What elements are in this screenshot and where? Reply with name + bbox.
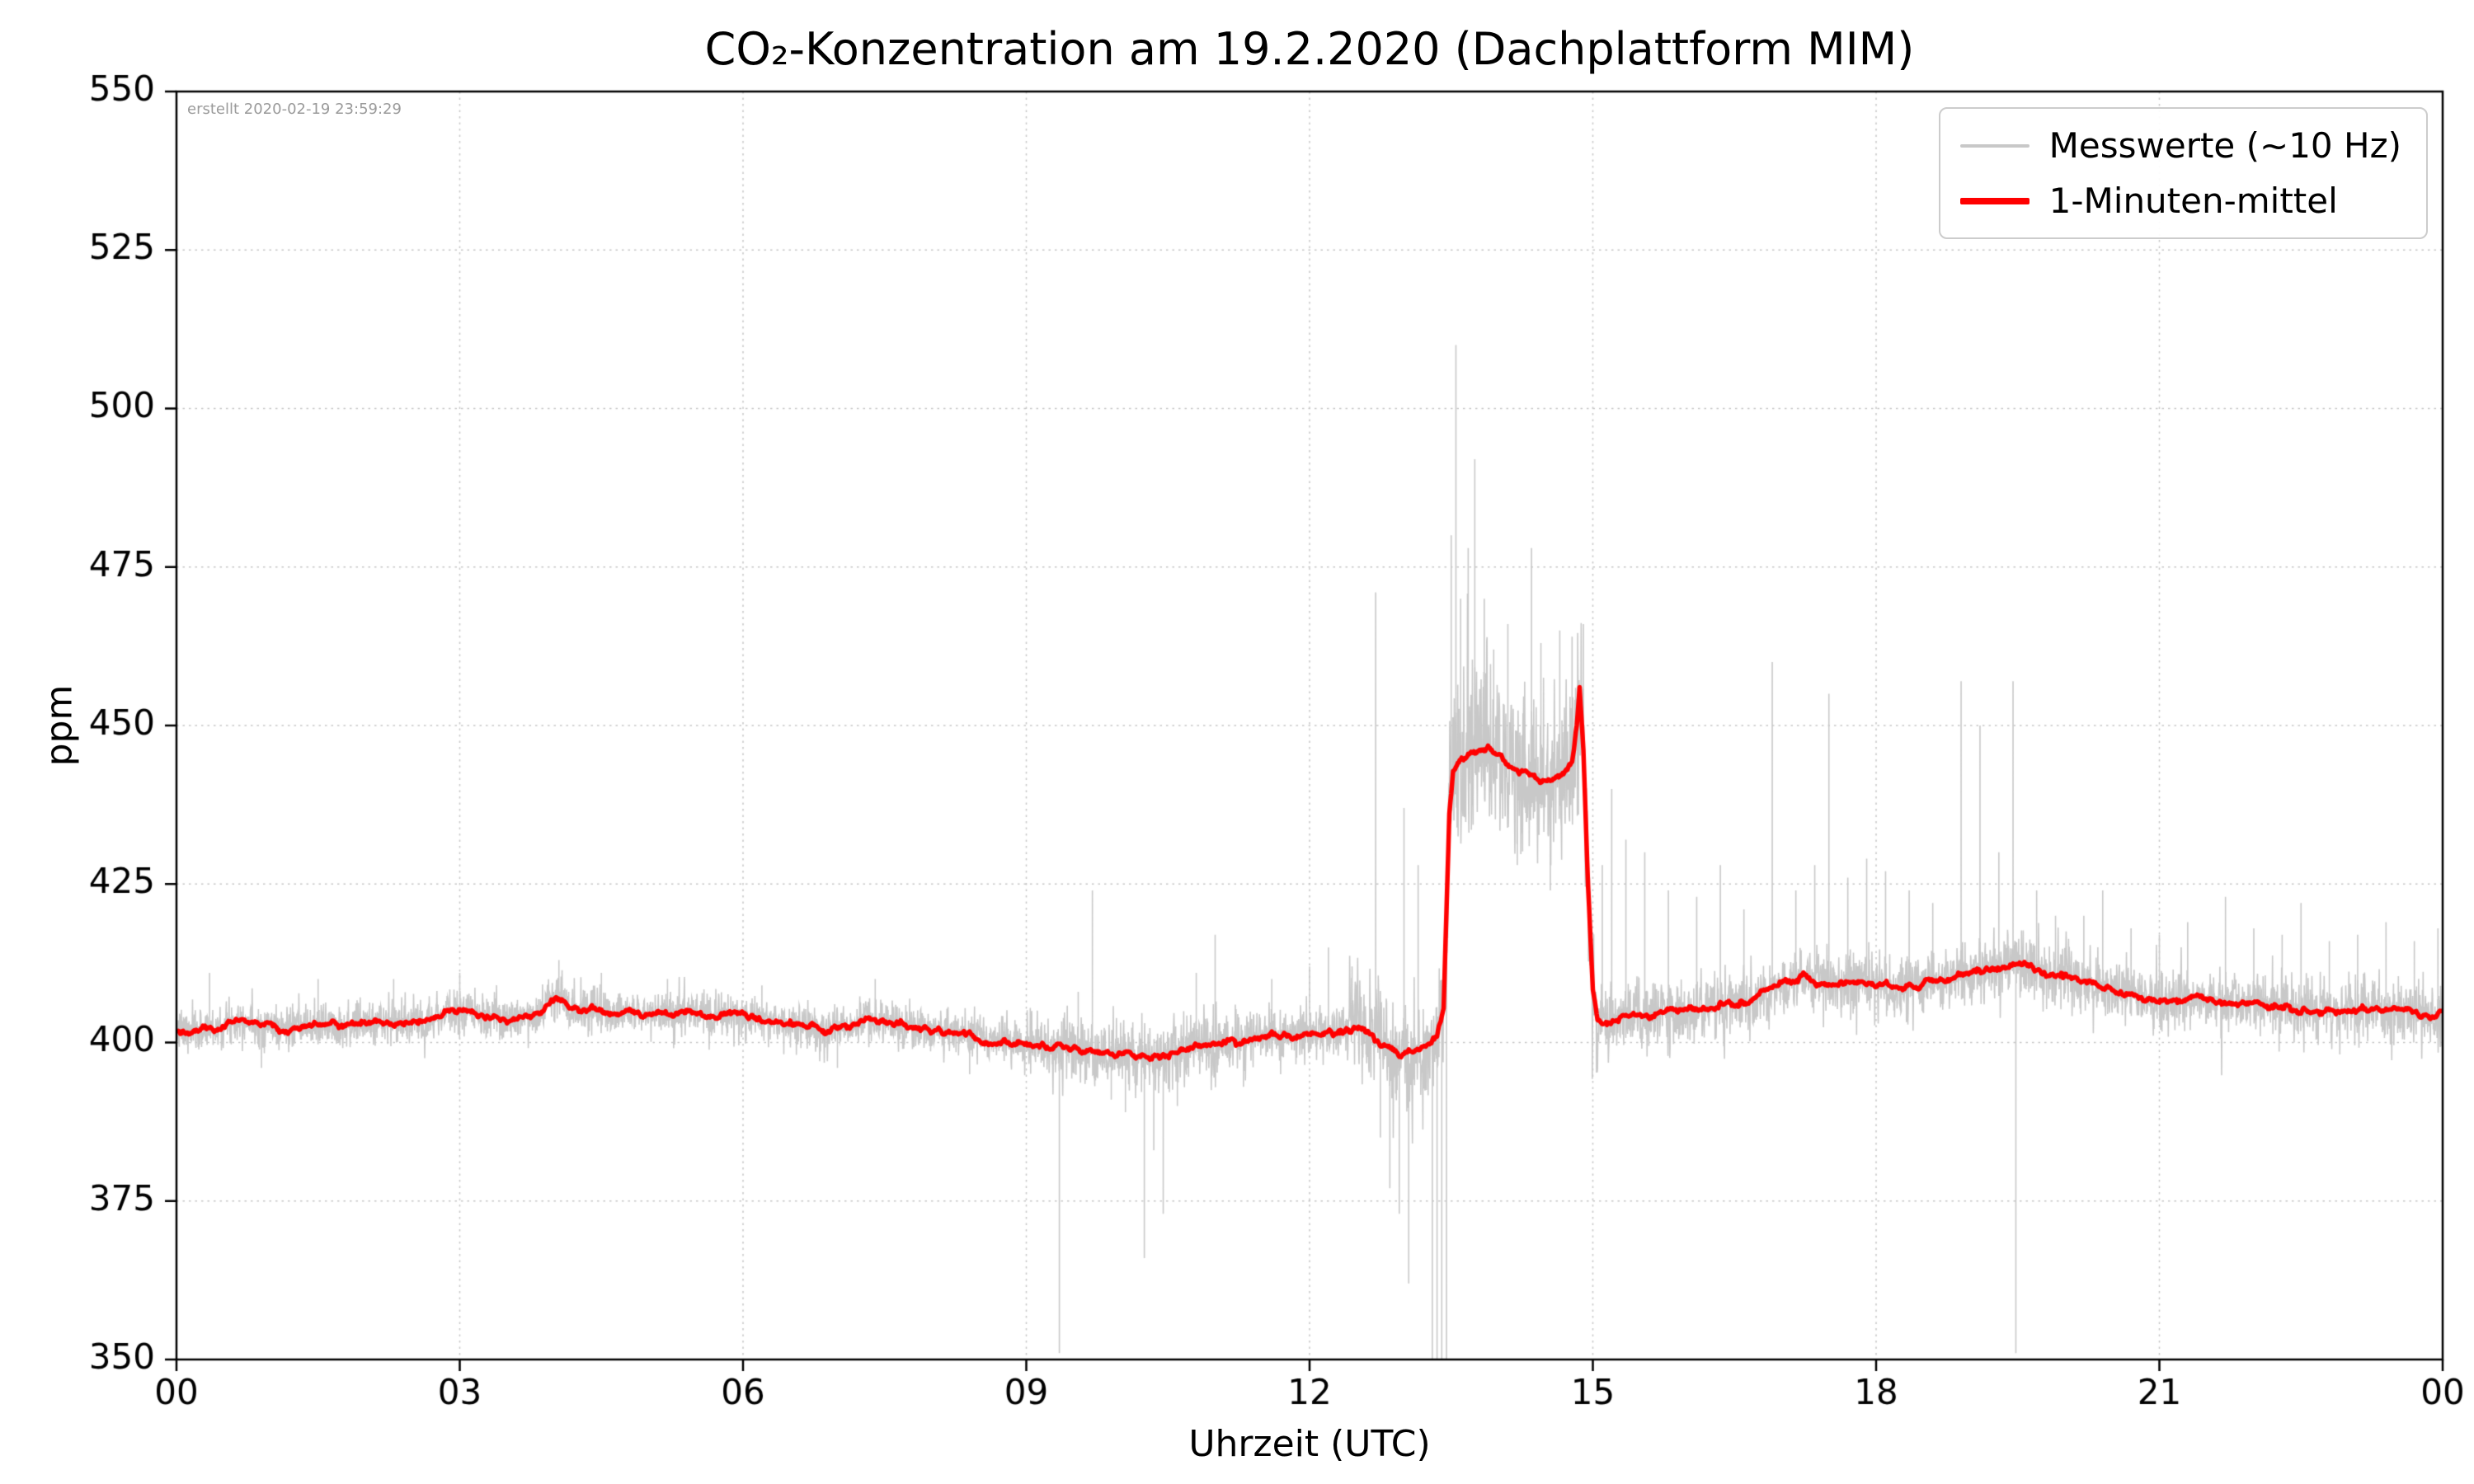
x-axis-label: Uhrzeit (UTC) bbox=[1188, 1423, 1431, 1465]
legend-item-raw: Messwerte (~10 Hz) bbox=[1959, 125, 2401, 166]
legend-label-raw: Messwerte (~10 Hz) bbox=[2048, 125, 2401, 166]
chart-title: CO₂-Konzentration am 19.2.2020 (Dachplat… bbox=[704, 23, 1915, 75]
created-timestamp: erstellt 2020-02-19 23:59:29 bbox=[187, 101, 402, 118]
mean-line-swatch bbox=[1959, 197, 2030, 204]
legend-label-mean: 1-Minuten-mittel bbox=[2048, 181, 2338, 221]
legend-item-mean: 1-Minuten-mittel bbox=[1959, 181, 2401, 221]
y-axis-label: ppm bbox=[38, 684, 81, 767]
legend: Messwerte (~10 Hz) 1-Minuten-mittel bbox=[1938, 107, 2428, 239]
raw-line-swatch bbox=[1959, 143, 2030, 148]
